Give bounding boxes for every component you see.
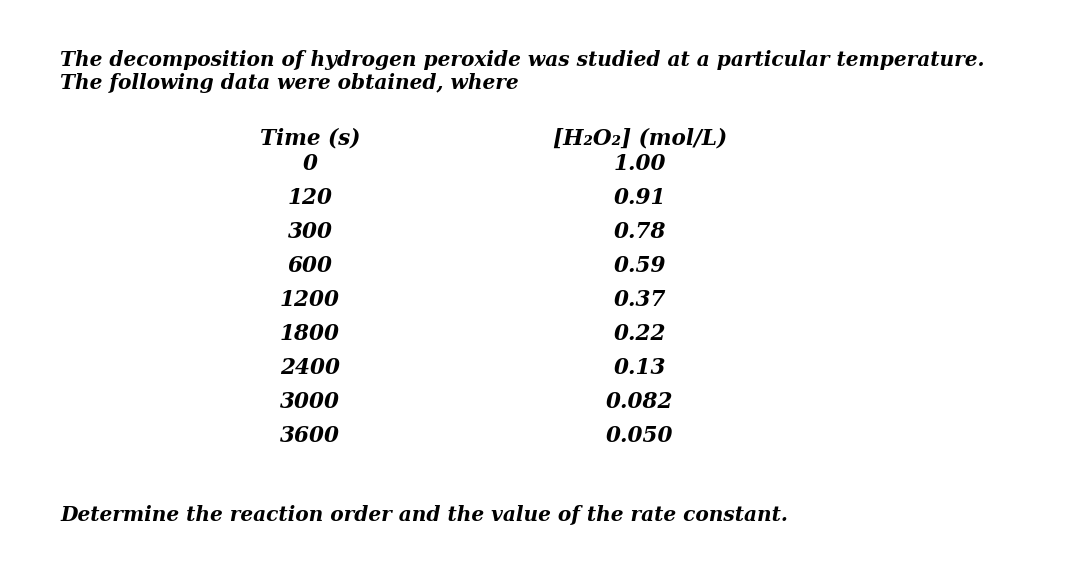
Text: The decomposition of hydrogen peroxide was studied at a particular temperature.: The decomposition of hydrogen peroxide w… xyxy=(60,50,985,70)
Text: 0.91: 0.91 xyxy=(613,187,666,209)
Text: 0.22: 0.22 xyxy=(613,323,666,345)
Text: 3600: 3600 xyxy=(280,425,340,447)
Text: 1800: 1800 xyxy=(280,323,340,345)
Text: 3000: 3000 xyxy=(280,391,340,413)
Text: 0.050: 0.050 xyxy=(606,425,674,447)
Text: [H₂O₂] (mol/L): [H₂O₂] (mol/L) xyxy=(553,127,727,149)
Text: 0.78: 0.78 xyxy=(613,221,666,243)
Text: 600: 600 xyxy=(287,255,333,277)
Text: 1.00: 1.00 xyxy=(613,153,666,175)
Text: 0.13: 0.13 xyxy=(613,357,666,379)
Text: Time (s): Time (s) xyxy=(260,127,361,149)
Text: 2400: 2400 xyxy=(280,357,340,379)
Text: Determine the reaction order and the value of the rate constant.: Determine the reaction order and the val… xyxy=(60,505,788,525)
Text: 0: 0 xyxy=(302,153,318,175)
Text: 1200: 1200 xyxy=(280,289,340,311)
Text: 0.59: 0.59 xyxy=(613,255,666,277)
Text: 0.082: 0.082 xyxy=(606,391,674,413)
Text: 120: 120 xyxy=(287,187,333,209)
Text: 0.37: 0.37 xyxy=(613,289,666,311)
Text: The following data were obtained, where: The following data were obtained, where xyxy=(60,73,518,93)
Text: 300: 300 xyxy=(287,221,333,243)
